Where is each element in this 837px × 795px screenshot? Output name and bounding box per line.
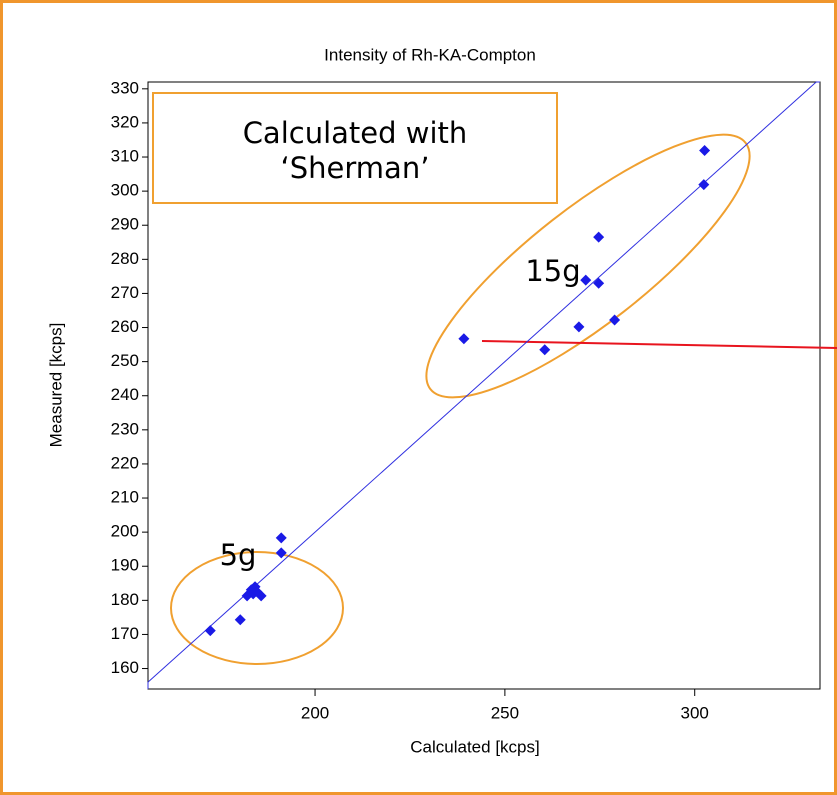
data-point	[234, 614, 246, 626]
data-point	[573, 321, 585, 333]
y-tick-label: 220	[111, 453, 139, 472]
data-point	[275, 547, 287, 559]
y-tick-label: 320	[111, 112, 139, 131]
x-tick-label: 300	[681, 703, 709, 722]
data-point	[275, 532, 287, 544]
group-ellipse	[425, 133, 751, 399]
data-point	[458, 333, 470, 345]
y-tick-label: 170	[111, 624, 139, 643]
y-tick-label: 280	[111, 249, 139, 268]
group-label: 5g	[220, 538, 257, 572]
data-point	[609, 314, 621, 326]
note-box	[152, 92, 558, 204]
y-tick-label: 260	[111, 317, 139, 336]
y-axis-label: Measured [kcps]	[46, 323, 65, 448]
x-tick-label: 250	[491, 703, 519, 722]
data-point	[580, 274, 592, 286]
x-axis-label: Calculated [kcps]	[410, 737, 539, 756]
group-label: 15g	[525, 254, 580, 288]
y-tick-label: 290	[111, 215, 139, 234]
note-line: Calculated with	[243, 116, 468, 150]
y-tick-label: 200	[111, 522, 139, 541]
data-point	[593, 231, 605, 243]
x-tick-label: 200	[301, 703, 329, 722]
data-point	[593, 277, 605, 289]
group-ellipse	[170, 551, 344, 665]
y-tick-label: 230	[111, 419, 139, 438]
y-tick-label: 190	[111, 556, 139, 575]
plot: 160 170 180 190 200 210 220 230 240 250 260 270 280 2…	[111, 78, 820, 722]
data-point	[204, 625, 216, 637]
y-tick-label: 180	[111, 590, 139, 609]
data-point	[698, 179, 710, 191]
y-tick-label: 240	[111, 385, 139, 404]
data-point	[699, 145, 711, 157]
y-tick-label: 330	[111, 78, 139, 97]
note-line: ‘Sherman’	[281, 151, 430, 185]
y-tick-label: 210	[111, 488, 139, 507]
y-tick-label: 300	[111, 181, 139, 200]
chart-title: Intensity of Rh-KA-Compton	[324, 45, 536, 64]
y-tick-label: 310	[111, 147, 139, 166]
data-point	[539, 344, 551, 356]
y-tick-label: 270	[111, 283, 139, 302]
pointer-line	[481, 340, 837, 349]
data-point	[255, 590, 267, 602]
data-point	[247, 588, 259, 600]
y-tick-label: 160	[111, 658, 139, 677]
y-tick-label: 250	[111, 351, 139, 370]
plot-area	[147, 81, 821, 690]
